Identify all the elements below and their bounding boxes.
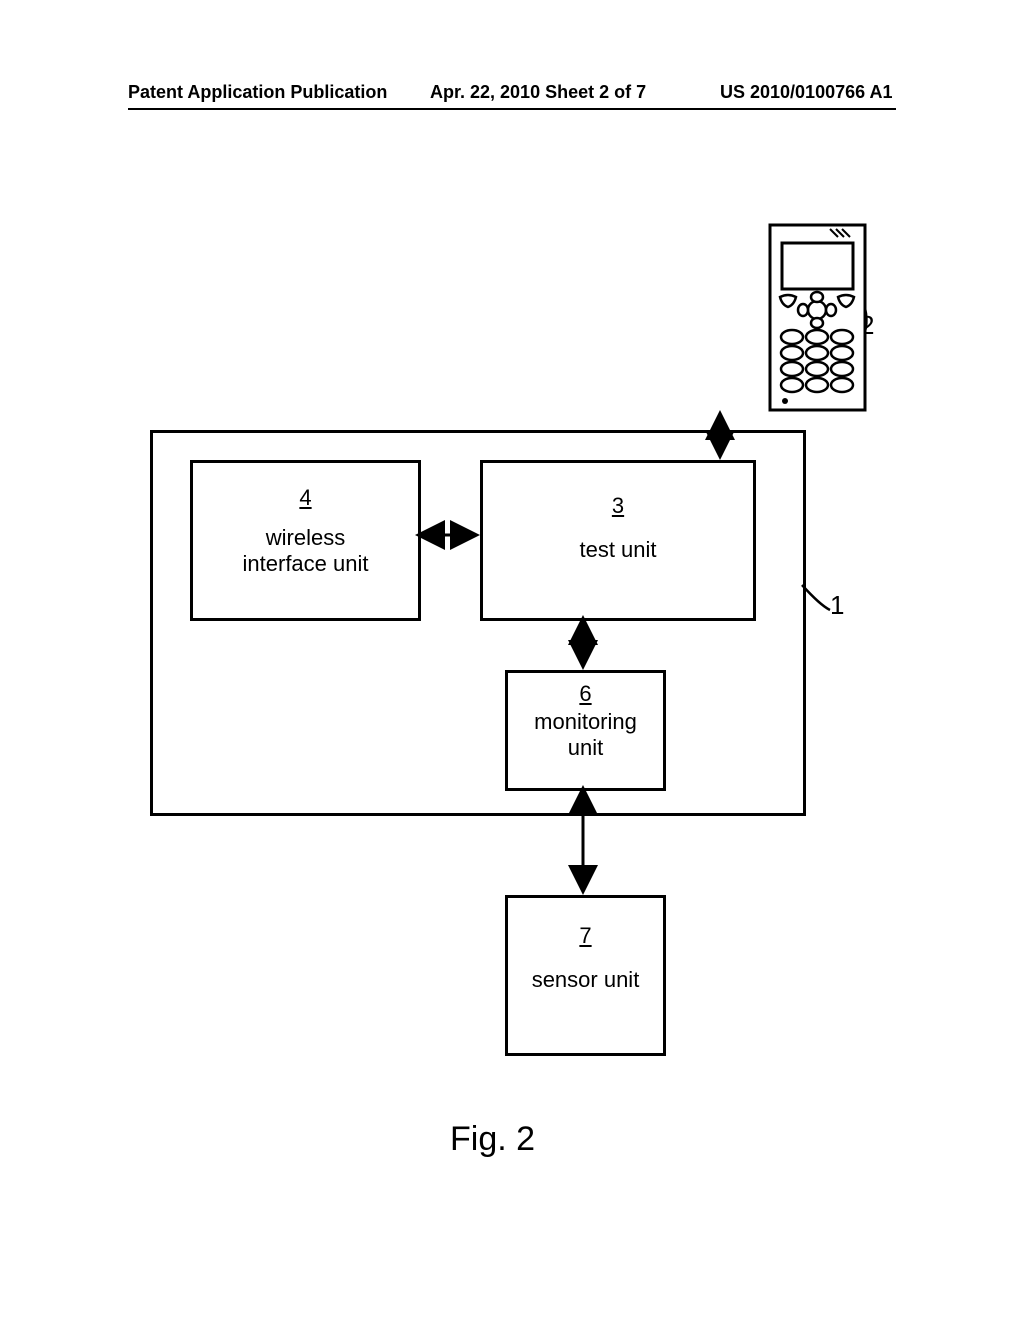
ref-2: 2 xyxy=(860,310,874,341)
test-label: test unit xyxy=(483,537,753,563)
test-unit-box: 3 test unit xyxy=(480,460,756,621)
wireless-label-1: wireless xyxy=(193,525,418,551)
monitoring-label-2: unit xyxy=(508,735,663,761)
monitoring-num: 6 xyxy=(508,681,663,707)
figure-caption: Fig. 2 xyxy=(450,1120,535,1159)
header-center: Apr. 22, 2010 Sheet 2 of 7 xyxy=(430,82,646,103)
sensor-label: sensor unit xyxy=(508,967,663,993)
sensor-unit-box: 7 sensor unit xyxy=(505,895,666,1056)
header-right: US 2010/0100766 A1 xyxy=(720,82,892,103)
header-left: Patent Application Publication xyxy=(128,82,387,103)
wireless-num: 4 xyxy=(193,485,418,511)
test-num: 3 xyxy=(483,493,753,519)
header-rule xyxy=(128,108,896,110)
phone-icon xyxy=(770,225,865,410)
wireless-label-2: interface unit xyxy=(193,551,418,577)
wireless-interface-unit-box: 4 wireless interface unit xyxy=(190,460,421,621)
sensor-num: 7 xyxy=(508,923,663,949)
monitoring-label-1: monitoring xyxy=(508,709,663,735)
page: Patent Application Publication Apr. 22, … xyxy=(0,0,1024,1320)
ref-1: 1 xyxy=(830,590,844,621)
monitoring-unit-box: 6 monitoring unit xyxy=(505,670,666,791)
leader-1 xyxy=(802,585,830,610)
